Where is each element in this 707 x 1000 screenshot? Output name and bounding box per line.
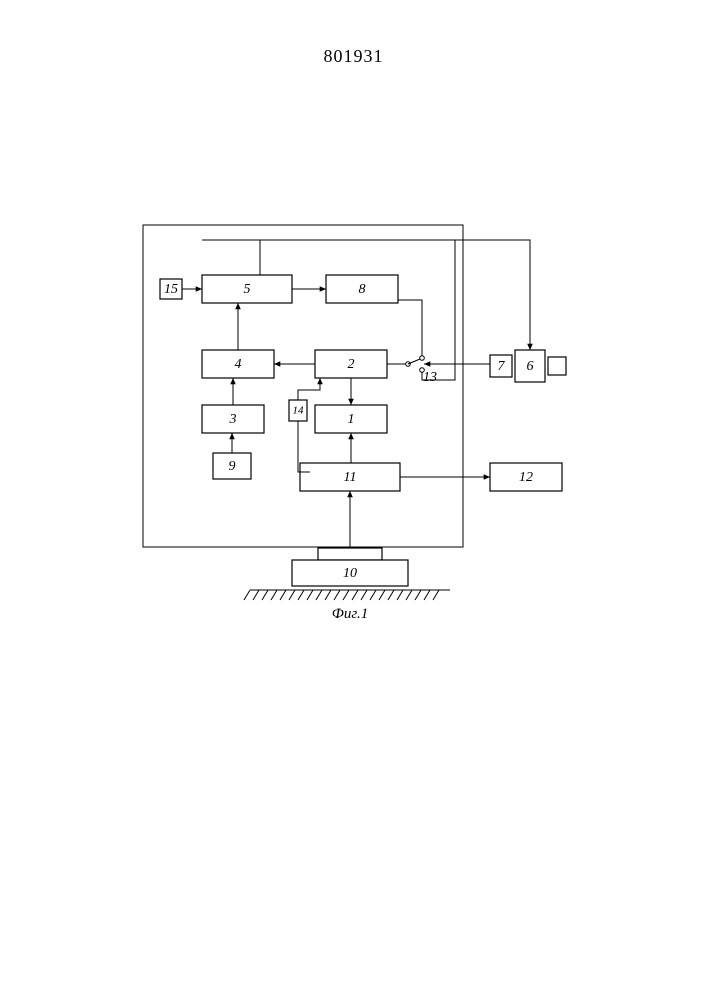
svg-text:7: 7 [498,359,506,374]
svg-text:9: 9 [229,459,236,474]
diagram-svg: 15 5 8 4 2 3 14 1 [0,0,707,1000]
svg-text:6: 6 [527,359,534,374]
block-6: 6 [515,350,545,382]
block-3: 3 [202,405,264,433]
svg-text:1: 1 [348,412,355,427]
block-5: 5 [202,275,292,303]
outer-frame [143,225,463,547]
block-12: 12 [490,463,562,491]
wire-8-sw [398,300,422,356]
block-6-aux [548,357,566,375]
svg-text:8: 8 [359,282,366,297]
wire-14-2 [298,378,320,400]
figure-label: Фиг.1 [332,606,368,622]
svg-text:10: 10 [343,566,357,581]
block-4: 4 [202,350,274,378]
block-15: 15 [160,279,182,299]
block-9: 9 [213,453,251,479]
block-1: 1 [315,405,387,433]
block-2: 2 [315,350,387,378]
switch-13 [406,356,425,373]
svg-text:11: 11 [344,470,357,485]
svg-text:4: 4 [235,357,242,372]
svg-text:15: 15 [164,282,178,297]
block-7: 7 [490,355,512,377]
block-8: 8 [326,275,398,303]
page: 801931 15 5 8 4 2 [0,0,707,1000]
svg-text:5: 5 [244,282,251,297]
svg-text:3: 3 [229,412,237,427]
svg-text:14: 14 [293,405,305,417]
ground-hatching [244,590,450,600]
svg-text:2: 2 [348,357,355,372]
block-11: 11 [300,463,400,491]
label-13: 13 [423,370,437,385]
svg-text:12: 12 [519,470,533,485]
block-14: 14 [289,400,307,421]
block-10: 10 [292,548,408,586]
